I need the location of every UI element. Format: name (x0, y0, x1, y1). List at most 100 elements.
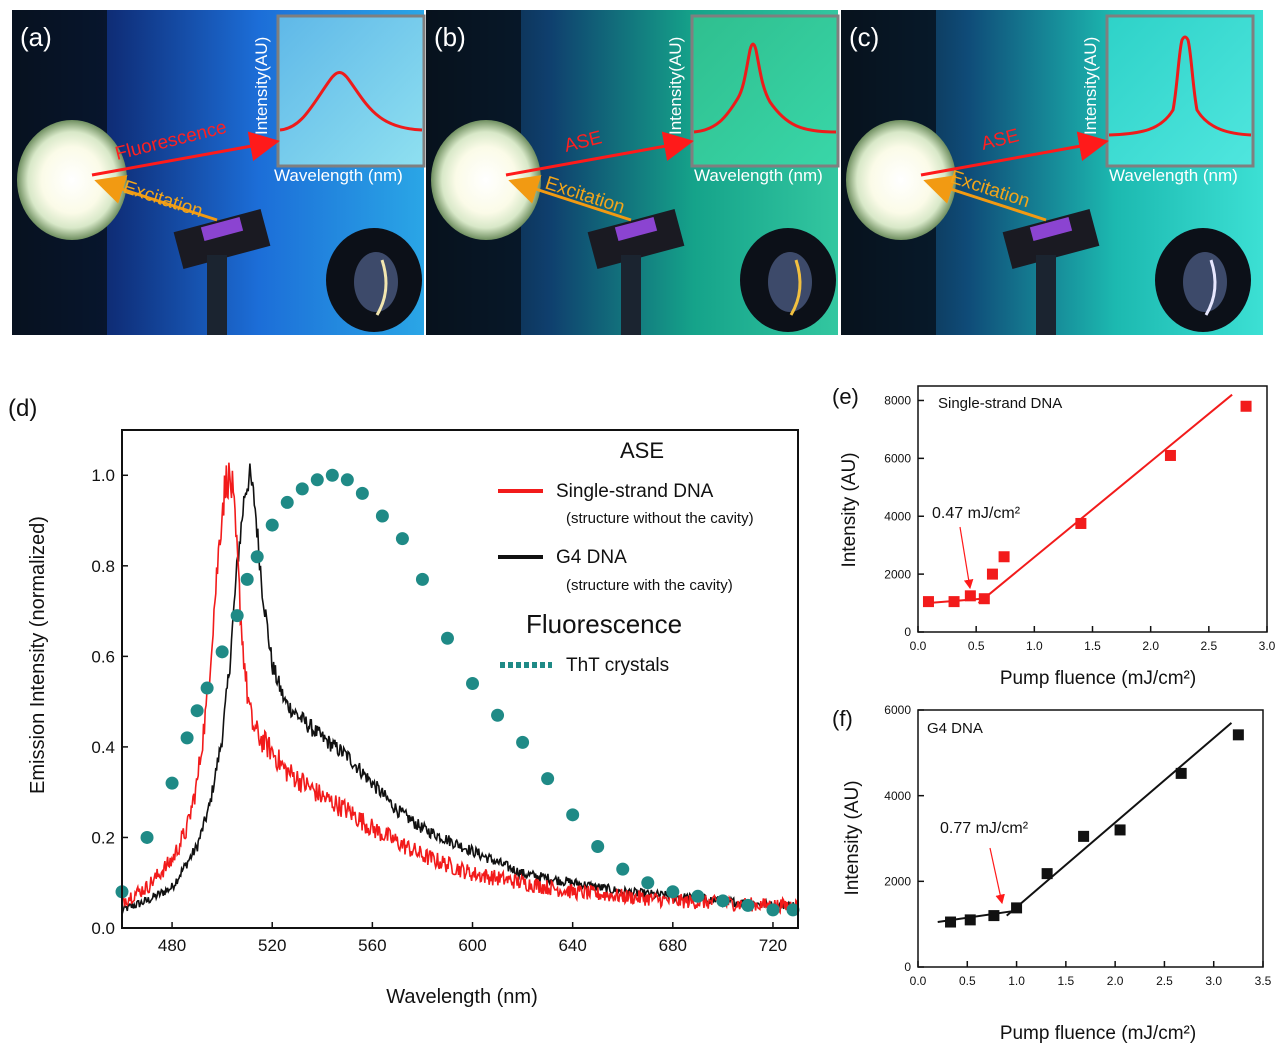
sample-holder-icon (173, 209, 271, 269)
threshold-annotation: 0.77 mJ/cm² (940, 820, 1029, 837)
tht-data-point (310, 473, 324, 487)
y-tick-label: 8000 (884, 394, 911, 408)
tht-data-point (140, 830, 154, 844)
legend-heading-ase: ASE (620, 438, 664, 463)
inset-x-label: Wavelength (nm) (274, 166, 403, 185)
inset-spectrum-box (690, 14, 840, 168)
x-tick-label: 3.5 (1255, 974, 1272, 988)
tht-data-point (440, 631, 454, 645)
tht-data-point (200, 681, 214, 695)
ase-spectrum-icon (693, 42, 837, 134)
excitation-arrow (508, 175, 632, 222)
x-tick-label: 0.0 (910, 974, 927, 988)
tht-data-point (375, 509, 389, 523)
y-tick-label: 4000 (884, 509, 911, 523)
x-tick-label: 2.5 (1200, 639, 1217, 653)
beam-arrow (91, 131, 280, 177)
data-point (1164, 449, 1176, 461)
tht-data-point (280, 495, 294, 509)
tht-data-point (766, 903, 780, 917)
beam-arrow (505, 131, 694, 177)
photo-label: (a) (20, 22, 52, 52)
y-tick-label: 0 (904, 960, 911, 974)
x-tick-label: 1.5 (1084, 639, 1101, 653)
sample-glow-icon (1029, 217, 1073, 241)
threshold-arrow (989, 847, 1005, 905)
data-point (1114, 824, 1126, 836)
lens-glow-icon (431, 120, 541, 240)
y-axis-label: Emission Intensity (normalized) (27, 516, 49, 794)
data-point (948, 596, 960, 608)
y-tick-label: 0.6 (91, 647, 115, 666)
lens-glow-icon (846, 120, 956, 240)
data-point (922, 596, 934, 608)
x-tick-label: 0.5 (968, 639, 985, 653)
threshold-arrow (959, 526, 974, 590)
x-axis-label: Pump fluence (mJ/cm²) (1000, 1023, 1196, 1044)
tht-data-point (180, 731, 194, 745)
x-tick-label: 600 (458, 936, 486, 955)
tht-data-point (716, 894, 730, 908)
d-plot-area (115, 462, 800, 917)
panel-e: (e) Intensity (AU) Pump fluence (mJ/cm²)… (832, 384, 1275, 689)
y-tick-label: 6000 (884, 703, 911, 717)
y-tick-label: 0.8 (91, 557, 115, 576)
x-tick-label: 0.0 (910, 639, 927, 653)
tht-data-point (666, 885, 680, 899)
tht-data-point (230, 609, 244, 623)
post-icon (207, 255, 227, 335)
x-tick-label: 640 (558, 936, 586, 955)
inset-y-label: Intensity(AU) (1081, 37, 1100, 135)
legend-g4-name: G4 DNA (556, 547, 627, 568)
tht-data-point (541, 772, 555, 786)
tht-data-point (591, 840, 605, 854)
data-point (1232, 729, 1244, 741)
y-tick-label: 0 (904, 625, 911, 639)
panel-label: (f) (832, 706, 853, 731)
panel-label: (e) (832, 384, 859, 409)
tht-data-point (516, 735, 530, 749)
objective-lens-inner-icon (354, 252, 398, 312)
data-point (986, 568, 998, 580)
tht-data-point (215, 645, 229, 659)
d-tick-group: 480 520 560 600 640 680 720 0.0 0.2 0.4 0.6 0.8 1.0 (91, 466, 787, 955)
y-axis-label: Intensity (AU) (839, 452, 860, 567)
x-tick-label: 480 (158, 936, 186, 955)
sample-holder-icon (1002, 209, 1100, 269)
data-point (1078, 830, 1090, 842)
f-plot-area (937, 722, 1244, 928)
excitation-arrow (923, 175, 1047, 222)
photo-label: (c) (849, 22, 879, 52)
x-tick-label: 720 (759, 936, 787, 955)
tht-data-point (691, 889, 705, 903)
x-axis-label: Wavelength (nm) (386, 986, 538, 1008)
tht-data-point (491, 708, 505, 722)
tht-data-point (295, 482, 309, 496)
panel-label: (d) (8, 395, 37, 422)
inset-spectrum-box (1105, 14, 1255, 168)
y-tick-label: 6000 (884, 452, 911, 466)
sample-holder-icon (587, 209, 685, 269)
legend-heading-fluorescence: Fluorescence (526, 609, 682, 639)
photo-label: (b) (434, 22, 466, 52)
tht-data-point (786, 903, 800, 917)
y-tick-label: 0.2 (91, 828, 115, 847)
data-point (1011, 902, 1023, 914)
x-tick-label: 2.5 (1156, 974, 1173, 988)
legend-ss-name: Single-strand DNA (556, 481, 714, 502)
e-plot-area (922, 393, 1252, 608)
inset-x-label: Wavelength (nm) (694, 166, 823, 185)
x-tick-label: 2.0 (1142, 639, 1159, 653)
y-tick-label: 2000 (884, 567, 911, 581)
y-tick-label: 1.0 (91, 466, 115, 485)
photo-panel-c: (c) Intensity(AU) Wavelength (nm) ASE Ex… (841, 10, 1263, 335)
legend-ss-note: (structure without the cavity) (566, 510, 754, 527)
tht-data-point (616, 862, 630, 876)
inset-spectrum-box (276, 14, 426, 168)
y-tick-label: 0.4 (91, 738, 115, 757)
lens-glow-icon (17, 120, 127, 240)
objective-lens-inner-icon (768, 252, 812, 312)
fit-line (1006, 722, 1233, 917)
tht-data-point (190, 704, 204, 718)
